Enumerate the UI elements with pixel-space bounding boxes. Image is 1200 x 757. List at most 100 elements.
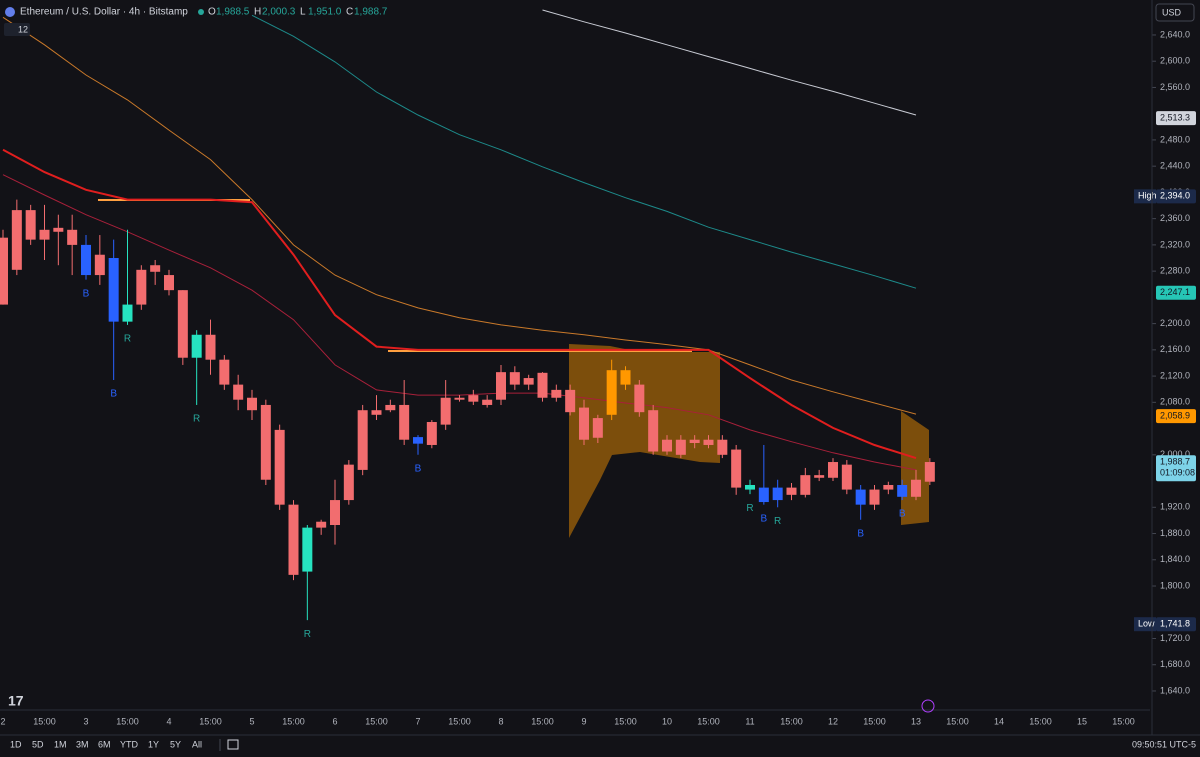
x-tick-label: 12 [828,716,838,726]
signal-label: B [899,509,906,520]
y-tick-label: 2,600.0 [1160,56,1190,66]
range-button[interactable]: 1D [10,739,22,749]
x-tick-label: 15:00 [1112,716,1135,726]
status-dot [198,9,204,15]
y-tick-label: 2,320.0 [1160,239,1190,249]
candle-body [440,397,451,425]
range-button[interactable]: All [192,739,202,749]
y-tick-label: 2,080.0 [1160,397,1190,407]
x-tick-label: 14 [994,716,1004,726]
candle-body [288,504,299,575]
x-tick-label: 15:00 [531,716,554,726]
indicator-line [542,9,917,116]
price-tag-prefix-bg [1134,617,1156,632]
candle-body [136,269,147,305]
candle-body [399,404,410,440]
price-tag [1156,285,1196,300]
x-tick-label: 9 [581,716,586,726]
price-tag [1156,455,1196,482]
candle-body [496,372,506,400]
candle-body [911,479,921,497]
date-range-icon[interactable] [227,739,239,750]
x-tick-label: 4 [166,716,171,726]
symbol-title[interactable]: Ethereum / U.S. Dollar · 4h · Bitstamp [20,7,188,18]
price-tag [1156,189,1196,204]
candle-body [855,489,866,505]
candle-body [523,378,534,385]
candle-body [758,487,769,503]
replay-icon[interactable] [921,699,935,713]
x-tick-label: 15:00 [614,716,637,726]
x-tick-label: 15:00 [1029,716,1052,726]
candle-body [274,429,285,505]
y-tick-label: 2,480.0 [1160,134,1190,144]
x-tick-label: 8 [498,716,503,726]
y-tick-label: 1,840.0 [1160,554,1190,564]
candle-body [150,265,161,272]
indicator-line [2,148,917,460]
candle-body [25,210,36,240]
y-tick-label: 2,440.0 [1160,161,1190,171]
currency-button[interactable] [1155,3,1195,22]
candle-body [772,487,783,501]
candle-body [81,244,91,276]
x-tick-label: 15:00 [33,716,56,726]
y-tick-label: 1,720.0 [1160,633,1190,643]
candle-body [108,258,119,322]
y-tick-label: 1,800.0 [1160,580,1190,590]
candle-body [205,334,216,360]
candle-body [869,489,880,505]
signal-label: B [415,463,422,474]
candle-body [592,418,603,438]
x-tick-label: 5 [249,716,254,726]
candle-body [786,487,797,495]
candle-body [509,372,520,385]
candle-body [468,395,479,402]
candle-body [841,464,852,490]
x-tick-label: 15:00 [199,716,222,726]
price-tag-label: 2,394.0 [1160,191,1190,201]
y-tick-label: 2,120.0 [1160,370,1190,380]
currency: USD [1162,7,1182,17]
x-tick-label: 15:00 [365,716,388,726]
signal-label: R [746,503,753,514]
range-button[interactable]: 1M [54,739,67,749]
x-tick-label: 2 [0,716,5,726]
y-tick-label: 1,880.0 [1160,528,1190,538]
range-button[interactable]: 5Y [170,739,181,749]
candle-body [11,210,22,270]
candle-body [800,475,811,495]
candle-body [620,370,631,385]
candle-body [247,397,257,411]
range-button[interactable]: 5D [32,739,44,749]
range-button[interactable]: YTD [120,739,139,749]
candle-body [814,475,825,478]
candle-body [426,422,437,445]
candle-body [219,359,230,385]
candle-body [745,484,755,490]
range-button[interactable]: 3M [76,739,89,749]
price-tag-label: 2,513.3 [1160,112,1190,122]
y-tick-label: 1,640.0 [1160,685,1190,695]
indicators-toggle[interactable] [4,23,30,36]
candle-body [164,275,174,291]
x-tick-label: 7 [415,716,420,726]
x-tick-label: 10 [662,716,672,726]
signal-label: B [83,288,90,299]
y-tick-label: 2,560.0 [1160,82,1190,92]
price-tag-label: 1,988.7 [1160,457,1190,467]
range-button[interactable]: 1Y [148,739,159,749]
symbol-icon [5,7,15,17]
x-tick-label: 15:00 [946,716,969,726]
range-button[interactable]: 6M [98,739,111,749]
indicator-line [2,174,917,471]
price-tag [1156,409,1196,424]
candle-body [883,484,894,490]
candle-body [302,527,313,572]
candle-body [634,384,645,413]
ohlc-value: 2,000.3 [262,7,296,18]
candle-body [67,229,78,245]
x-tick-label: 15:00 [863,716,886,726]
candle-body [53,227,64,232]
